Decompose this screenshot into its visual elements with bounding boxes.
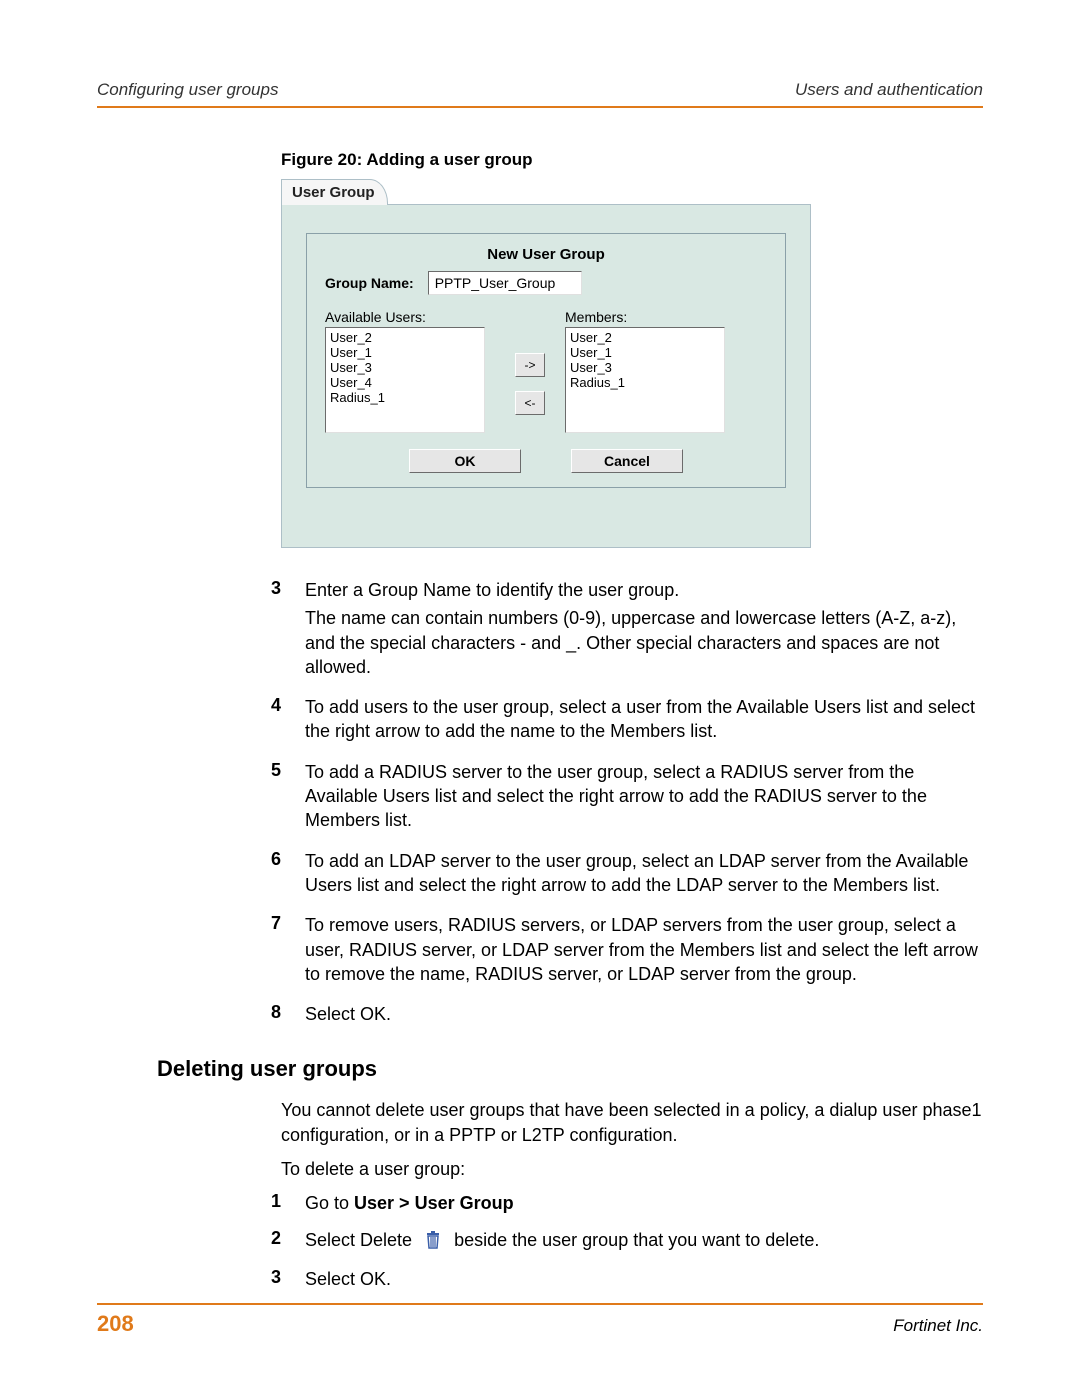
delete-intro: You cannot delete user groups that have … xyxy=(281,1098,983,1147)
list-item[interactable]: User_3 xyxy=(570,360,720,375)
step-text: To remove users, RADIUS servers, or LDAP… xyxy=(305,913,983,990)
trash-icon xyxy=(423,1231,443,1255)
step-text: To add a RADIUS server to the user group… xyxy=(305,760,983,837)
section-heading-deleting: Deleting user groups xyxy=(157,1056,983,1082)
dialog-title: New User Group xyxy=(325,246,767,263)
step-number: 3 xyxy=(97,578,305,683)
header-left: Configuring user groups xyxy=(97,80,278,100)
header-right: Users and authentication xyxy=(795,80,983,100)
step-number: 8 xyxy=(97,1002,305,1030)
list-item[interactable]: User_3 xyxy=(330,360,480,375)
step-number: 7 xyxy=(97,913,305,990)
step-text: Go to User > User Group xyxy=(305,1191,983,1215)
remove-member-button[interactable]: <- xyxy=(515,391,545,415)
list-item[interactable]: User_1 xyxy=(570,345,720,360)
step-text: Select OK. xyxy=(305,1002,983,1030)
step-number: 6 xyxy=(97,849,305,902)
available-users-list[interactable]: User_2 User_1 User_3 User_4 Radius_1 xyxy=(325,327,485,433)
list-item[interactable]: User_1 xyxy=(330,345,480,360)
members-label: Members: xyxy=(565,309,735,325)
step-number: 2 xyxy=(97,1228,305,1255)
available-users-label: Available Users: xyxy=(325,309,495,325)
delete-lead: To delete a user group: xyxy=(281,1157,983,1181)
step-number: 5 xyxy=(97,760,305,837)
page-footer: 208 Fortinet Inc. xyxy=(97,1303,983,1337)
step-number: 4 xyxy=(97,695,305,748)
cancel-button[interactable]: Cancel xyxy=(571,449,683,473)
ok-button[interactable]: OK xyxy=(409,449,521,473)
page-number: 208 xyxy=(97,1311,134,1337)
step-text: To add an LDAP server to the user group,… xyxy=(305,849,983,902)
list-item[interactable]: User_2 xyxy=(330,330,480,345)
step-number: 1 xyxy=(97,1191,305,1215)
list-item[interactable]: Radius_1 xyxy=(330,390,480,405)
group-box: New User Group Group Name: PPTP_User_Gro… xyxy=(306,233,786,488)
step-number: 3 xyxy=(97,1267,305,1291)
list-item[interactable]: User_4 xyxy=(330,375,480,390)
step-text: To add users to the user group, select a… xyxy=(305,695,983,748)
list-item[interactable]: Radius_1 xyxy=(570,375,720,390)
footer-company: Fortinet Inc. xyxy=(893,1316,983,1336)
figure-caption: Figure 20: Adding a user group xyxy=(281,150,983,170)
dialog-panel: New User Group Group Name: PPTP_User_Gro… xyxy=(281,204,811,548)
user-group-dialog: User Group New User Group Group Name: PP… xyxy=(281,178,811,548)
step-text: Select OK. xyxy=(305,1267,983,1291)
group-name-input[interactable]: PPTP_User_Group xyxy=(428,271,582,295)
step-text: Enter a Group Name to identify the user … xyxy=(305,578,983,683)
step-text: Select Delete beside the user group that… xyxy=(305,1228,983,1255)
members-list[interactable]: User_2 User_1 User_3 Radius_1 xyxy=(565,327,725,433)
tab-user-group[interactable]: User Group xyxy=(281,179,388,205)
nav-path: User > User Group xyxy=(354,1193,514,1213)
page-header: Configuring user groups Users and authen… xyxy=(97,80,983,108)
add-member-button[interactable]: -> xyxy=(515,353,545,377)
list-item[interactable]: User_2 xyxy=(570,330,720,345)
group-name-label: Group Name: xyxy=(325,275,414,291)
